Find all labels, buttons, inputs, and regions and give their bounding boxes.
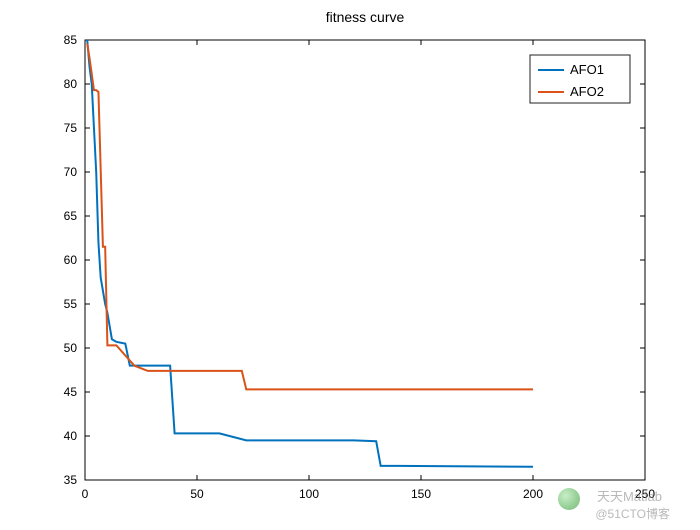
y-tick-label: 80 xyxy=(64,77,78,91)
x-tick-label: 0 xyxy=(82,487,89,501)
x-tick-label: 50 xyxy=(190,487,204,501)
y-tick-label: 35 xyxy=(64,473,78,487)
x-tick-label: 150 xyxy=(411,487,431,501)
y-tick-label: 60 xyxy=(64,253,78,267)
x-tick-label: 200 xyxy=(523,487,543,501)
x-tick-label: 250 xyxy=(635,487,655,501)
legend-label: AFO1 xyxy=(570,62,604,77)
legend-label: AFO2 xyxy=(570,84,604,99)
y-tick-label: 50 xyxy=(64,341,78,355)
chart-title: fitness curve xyxy=(326,9,405,25)
y-tick-label: 55 xyxy=(64,297,78,311)
chart-container: fitness curve 35 40 45 50 55 60 65 70 75 80 85 0 50 10… xyxy=(0,0,700,525)
y-tick-label: 45 xyxy=(64,385,78,399)
axes-box xyxy=(85,40,645,480)
fitness-chart: fitness curve 35 40 45 50 55 60 65 70 75 80 85 0 50 10… xyxy=(0,0,700,525)
y-tick-label: 70 xyxy=(64,165,78,179)
y-tick-label: 75 xyxy=(64,121,78,135)
y-tick-label: 85 xyxy=(64,33,78,47)
y-tick-label: 40 xyxy=(64,429,78,443)
x-tick-label: 100 xyxy=(299,487,319,501)
y-tick-label: 65 xyxy=(64,209,78,223)
